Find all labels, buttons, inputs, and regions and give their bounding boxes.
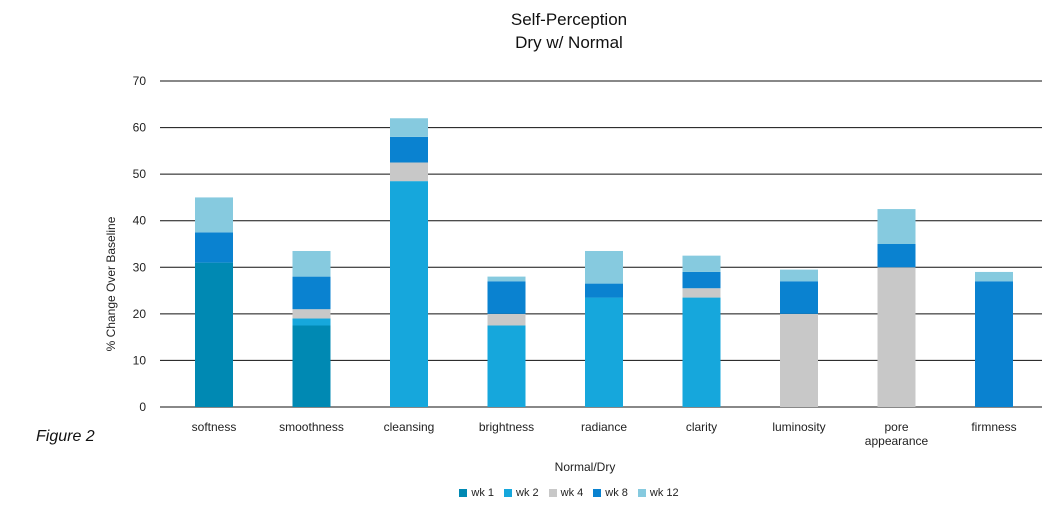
y-tick-label: 30 xyxy=(133,260,147,274)
bar-cleansing-wk2 xyxy=(390,181,428,407)
bar-radiance-wk8 xyxy=(585,283,623,298)
y-axis-label: % Change Over Baseline xyxy=(104,216,118,351)
bar-clarity-wk4 xyxy=(682,288,721,298)
y-tick-label: 50 xyxy=(133,167,147,181)
bar-brightness-wk4 xyxy=(487,313,526,326)
bar-smoothness-wk8 xyxy=(292,276,331,310)
bar-radiance-wk12 xyxy=(585,250,623,284)
bar-cleansing-wk8 xyxy=(390,136,428,163)
bars xyxy=(195,118,1013,407)
bar-clarity-wk8 xyxy=(682,271,721,289)
y-tick-label: 10 xyxy=(133,353,147,367)
legend-label: wk 1 xyxy=(471,487,494,499)
bar-firmness-wk12 xyxy=(975,271,1013,282)
bar-clarity-wk2 xyxy=(682,297,721,407)
legend-swatch xyxy=(637,489,646,497)
bar-cleansing-wk12 xyxy=(390,118,428,137)
bar-brightness-wk8 xyxy=(487,281,526,314)
bar-smoothness-wk1 xyxy=(292,325,331,407)
legend-swatch xyxy=(593,489,602,497)
legend-swatch xyxy=(459,489,468,497)
figure-label: Figure 2 xyxy=(36,428,95,445)
bar-radiance-wk2 xyxy=(585,297,623,407)
legend-item: wk 4 xyxy=(548,487,584,499)
bar-pore-appearance-wk8 xyxy=(877,244,916,268)
y-tick-label: 0 xyxy=(139,400,146,414)
chart-title-block: Self-Perception Dry w/ Normal xyxy=(0,8,1042,54)
legend-label: wk 2 xyxy=(516,487,539,499)
y-tick-label: 40 xyxy=(133,214,147,228)
x-tick-label: firmness xyxy=(971,420,1016,434)
bar-smoothness-wk12 xyxy=(292,250,331,277)
x-tick-label: brightness xyxy=(479,420,534,434)
bar-brightness-wk12 xyxy=(487,276,526,282)
legend-item: wk 12 xyxy=(637,487,679,499)
bar-softness-wk12 xyxy=(195,197,233,233)
legend-label: wk 8 xyxy=(605,487,628,499)
x-tick-label: clarity xyxy=(686,420,717,434)
x-tick-label: smoothness xyxy=(279,420,344,434)
bar-luminosity-wk8 xyxy=(780,281,818,314)
legend-label: wk 12 xyxy=(649,487,679,499)
bar-smoothness-wk2 xyxy=(292,318,331,326)
chart-subtitle: Dry w/ Normal xyxy=(515,33,623,52)
x-axis-label: Normal/Dry xyxy=(555,460,616,474)
bar-luminosity-wk12 xyxy=(780,269,818,282)
x-tick-label: radiance xyxy=(581,420,627,434)
x-tick-label: softness xyxy=(192,420,237,434)
x-tick-label: pore appearance xyxy=(865,420,929,448)
chart-legend: wk 1 wk 2 wk 4 wk 8 wk 12 xyxy=(0,487,1042,499)
bar-cleansing-wk4 xyxy=(390,162,428,182)
bar-pore-appearance-wk12 xyxy=(877,209,916,244)
bar-firmness-wk8 xyxy=(975,281,1013,407)
bar-softness-wk1 xyxy=(195,262,233,407)
y-tick-label: 70 xyxy=(133,74,147,88)
bar-brightness-wk2 xyxy=(487,325,526,407)
x-tick-labels: softness smoothness cleansing brightness rad… xyxy=(192,420,1017,448)
legend-item: wk 1 xyxy=(459,487,494,499)
legend-item: wk 2 xyxy=(504,487,539,499)
bar-smoothness-wk4 xyxy=(292,309,331,319)
x-tick-label: cleansing xyxy=(384,420,435,434)
bar-softness-wk8 xyxy=(195,232,233,263)
y-tick-labels: 0 10 20 30 40 50 60 70 xyxy=(133,74,147,414)
bar-pore-appearance-wk4 xyxy=(877,267,916,407)
x-tick-label: luminosity xyxy=(772,420,825,434)
y-tick-label: 20 xyxy=(133,307,147,321)
legend-swatch xyxy=(548,489,557,497)
legend-swatch xyxy=(504,489,512,497)
y-tick-label: 60 xyxy=(133,121,147,135)
legend-label: wk 4 xyxy=(560,487,584,499)
bar-luminosity-wk4 xyxy=(780,313,818,407)
chart-title: Self-Perception xyxy=(510,10,628,29)
bar-clarity-wk12 xyxy=(682,255,721,272)
legend-item: wk 8 xyxy=(593,487,628,499)
